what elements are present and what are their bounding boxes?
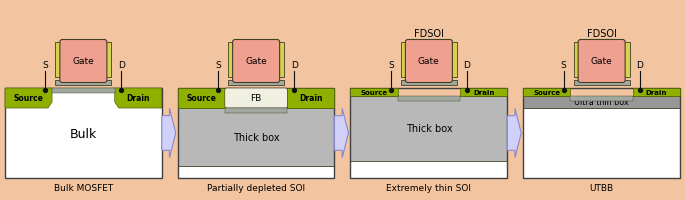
Bar	[177, 108, 334, 166]
Bar	[351, 89, 508, 178]
Text: D: D	[290, 61, 297, 70]
Bar	[55, 43, 62, 78]
FancyBboxPatch shape	[60, 40, 107, 83]
Text: S: S	[215, 61, 221, 70]
Bar	[401, 43, 408, 78]
Text: Thick box: Thick box	[406, 124, 452, 134]
Bar	[288, 89, 334, 108]
Bar	[623, 43, 630, 78]
Text: Thick box: Thick box	[233, 132, 279, 142]
FancyBboxPatch shape	[233, 40, 279, 83]
Text: S: S	[42, 61, 48, 70]
Bar	[52, 89, 114, 94]
Text: FDSOI: FDSOI	[586, 29, 616, 39]
Bar	[351, 161, 508, 178]
Text: Source: Source	[533, 90, 560, 96]
Text: Source: Source	[14, 94, 43, 103]
Bar	[277, 43, 284, 78]
Bar	[228, 81, 284, 86]
Bar	[573, 43, 581, 78]
Bar	[5, 89, 162, 178]
Bar	[401, 81, 457, 86]
Bar	[177, 166, 334, 178]
Bar	[633, 89, 680, 97]
Text: Source: Source	[186, 94, 216, 103]
Text: Drain: Drain	[127, 94, 150, 103]
Text: FB: FB	[251, 94, 262, 103]
Bar	[104, 43, 112, 78]
Text: Bulk MOSFET: Bulk MOSFET	[53, 183, 113, 192]
Bar	[351, 97, 508, 161]
Text: Gate: Gate	[418, 57, 440, 66]
Text: Drain: Drain	[473, 90, 495, 96]
Text: Ultra thin box: Ultra thin box	[574, 98, 629, 107]
Text: UTBB: UTBB	[590, 183, 614, 192]
Text: Drain: Drain	[299, 94, 323, 103]
Bar	[523, 108, 680, 178]
Bar	[228, 43, 235, 78]
Text: FDSOI: FDSOI	[414, 29, 444, 39]
Text: Extremely thin SOI: Extremely thin SOI	[386, 183, 471, 192]
Text: Source: Source	[360, 90, 388, 96]
FancyBboxPatch shape	[225, 89, 288, 108]
Text: S: S	[388, 61, 394, 70]
Text: Bulk: Bulk	[70, 127, 97, 140]
Polygon shape	[5, 89, 52, 108]
Polygon shape	[508, 109, 521, 158]
Text: D: D	[464, 61, 471, 70]
Polygon shape	[334, 109, 349, 158]
Text: D: D	[118, 61, 125, 70]
Text: S: S	[561, 61, 566, 70]
Bar	[177, 89, 225, 108]
Text: Drain: Drain	[646, 90, 667, 96]
Polygon shape	[162, 109, 176, 158]
Text: Gate: Gate	[590, 57, 612, 66]
FancyBboxPatch shape	[406, 40, 452, 83]
Bar	[573, 81, 630, 86]
Text: Gate: Gate	[245, 57, 267, 66]
Bar	[450, 43, 457, 78]
Bar	[351, 89, 397, 97]
FancyBboxPatch shape	[578, 40, 625, 83]
Bar	[523, 97, 680, 108]
Text: D: D	[636, 61, 643, 70]
Bar	[177, 89, 334, 178]
Bar	[225, 108, 288, 113]
Bar	[523, 89, 680, 178]
Text: Gate: Gate	[73, 57, 95, 66]
Bar	[571, 97, 633, 101]
Polygon shape	[114, 89, 162, 108]
Bar	[460, 89, 508, 97]
Bar	[523, 89, 571, 97]
Bar	[55, 81, 112, 86]
Text: Partially depleted SOI: Partially depleted SOI	[207, 183, 306, 192]
Bar	[397, 97, 460, 101]
